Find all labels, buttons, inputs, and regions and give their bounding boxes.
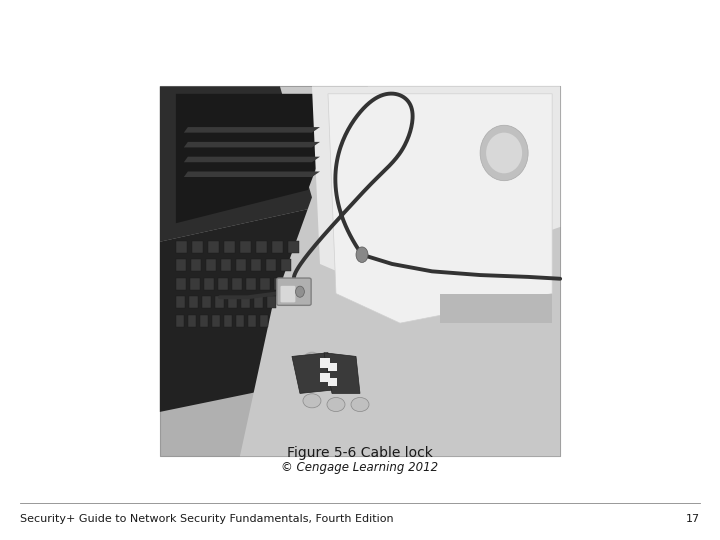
Bar — [320, 358, 330, 368]
Bar — [274, 278, 284, 290]
Ellipse shape — [327, 397, 345, 411]
Ellipse shape — [486, 133, 522, 173]
Bar — [224, 241, 235, 253]
Bar — [221, 259, 231, 271]
Bar — [267, 296, 276, 308]
FancyBboxPatch shape — [281, 286, 295, 302]
Bar — [224, 315, 233, 327]
Bar — [320, 373, 330, 382]
Bar — [248, 315, 256, 327]
Bar — [254, 296, 263, 308]
Ellipse shape — [351, 397, 369, 411]
Bar — [281, 259, 292, 271]
Bar — [160, 86, 560, 456]
Bar — [188, 315, 197, 327]
Text: Security+ Guide to Network Security Fundamentals, Fourth Edition: Security+ Guide to Network Security Fund… — [20, 515, 394, 524]
Bar — [260, 315, 269, 327]
Polygon shape — [328, 94, 552, 323]
Bar — [236, 315, 244, 327]
Polygon shape — [324, 353, 360, 394]
Polygon shape — [184, 127, 320, 133]
Bar — [176, 278, 186, 290]
Bar — [176, 315, 184, 327]
Bar — [202, 296, 211, 308]
Polygon shape — [440, 294, 552, 323]
Bar — [212, 315, 220, 327]
Bar — [328, 363, 337, 371]
Bar — [200, 315, 208, 327]
Polygon shape — [176, 94, 344, 223]
Polygon shape — [184, 142, 320, 147]
Bar — [228, 296, 237, 308]
Bar — [241, 296, 250, 308]
Bar — [246, 278, 256, 290]
Bar — [288, 241, 299, 253]
Bar — [256, 241, 267, 253]
Bar — [266, 259, 276, 271]
Bar — [260, 278, 270, 290]
Polygon shape — [184, 172, 320, 177]
Bar — [176, 296, 185, 308]
Bar — [204, 278, 214, 290]
Bar — [191, 259, 202, 271]
Bar — [176, 241, 187, 253]
Ellipse shape — [356, 247, 368, 262]
Bar — [190, 278, 199, 290]
Polygon shape — [292, 353, 336, 394]
Bar — [272, 241, 283, 253]
Bar — [176, 259, 186, 271]
Polygon shape — [184, 157, 320, 162]
FancyBboxPatch shape — [276, 278, 311, 305]
Text: 17: 17 — [685, 515, 700, 524]
Bar — [251, 259, 261, 271]
Bar — [189, 296, 198, 308]
Polygon shape — [160, 205, 328, 412]
Ellipse shape — [303, 394, 321, 408]
Polygon shape — [160, 86, 368, 242]
Bar — [218, 278, 228, 290]
Bar — [206, 259, 217, 271]
Bar — [208, 241, 219, 253]
Bar — [232, 278, 242, 290]
Text: Figure 5-6 Cable lock: Figure 5-6 Cable lock — [287, 446, 433, 460]
Ellipse shape — [295, 286, 305, 297]
Bar — [192, 241, 203, 253]
Ellipse shape — [480, 125, 528, 181]
Bar — [328, 378, 337, 386]
Bar — [236, 259, 246, 271]
Polygon shape — [240, 86, 560, 456]
Polygon shape — [312, 86, 560, 290]
Text: © Cengage Learning 2012: © Cengage Learning 2012 — [282, 461, 438, 474]
Bar — [240, 241, 251, 253]
Bar — [215, 296, 224, 308]
